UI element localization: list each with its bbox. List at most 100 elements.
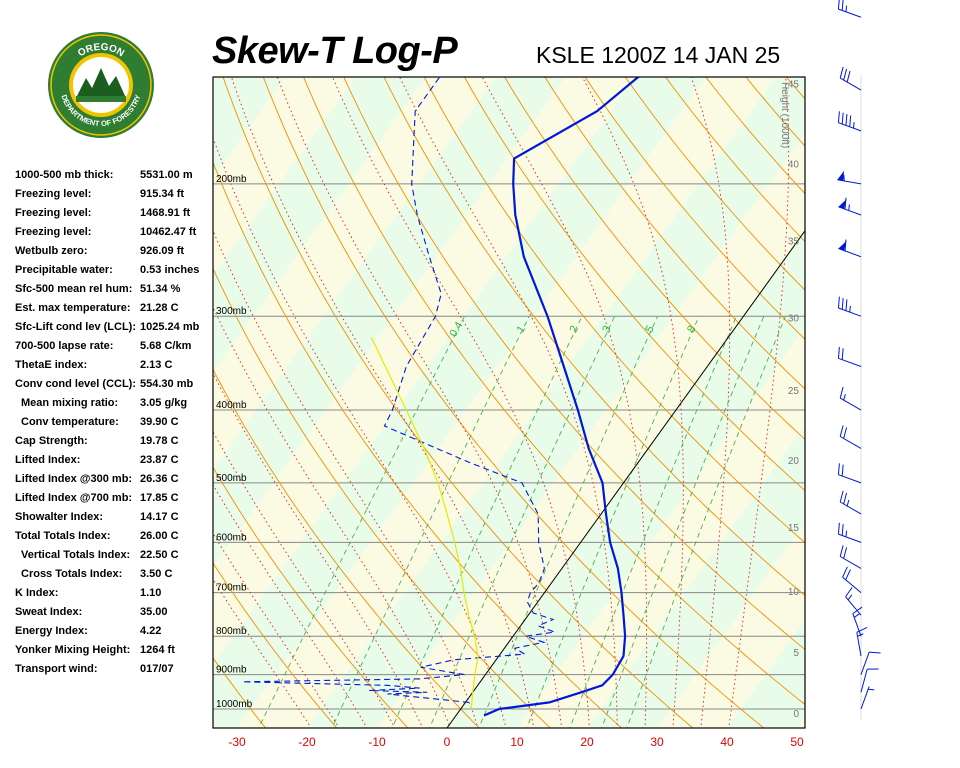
- indices-table: 1000-500 mb thick: 5531.00 m Freezing leve…: [15, 169, 215, 682]
- moist-adiabat: [213, 306, 450, 726]
- index-value: 35.00: [140, 606, 168, 618]
- wind-barb: [860, 686, 875, 710]
- index-label: Freezing level:: [15, 207, 92, 219]
- pressure-label: 200mb: [216, 174, 247, 185]
- index-row: Vertical Totals Index: 22.50 C: [15, 549, 215, 568]
- isotherm-band: [213, 77, 286, 179]
- index-label: Sweat Index:: [15, 606, 83, 618]
- plot-frame: [212, 76, 806, 729]
- index-label: 1000-500 mb thick:: [15, 169, 114, 181]
- dry-adiabat: [544, 77, 805, 390]
- index-value: 21.28 C: [140, 302, 179, 314]
- station-time: KSLE 1200Z 14 JAN 25: [536, 42, 781, 68]
- wind-barb: [837, 296, 862, 317]
- index-value: 017/07: [140, 663, 174, 675]
- index-row: 700-500 lapse rate: 5.68 C/km: [15, 340, 215, 359]
- wind-barb: [856, 627, 868, 657]
- index-value: 0.53 inches: [140, 264, 200, 276]
- index-row: Sfc-500 mean rel hum: 51.34 %: [15, 283, 215, 302]
- index-row: Sweat Index: 35.00: [15, 606, 215, 625]
- wind-barb: [860, 668, 879, 693]
- index-label: Freezing level:: [15, 188, 92, 200]
- index-value: 5.68 C/km: [140, 340, 192, 352]
- plot-area: 0.4 1 2 3 5 8200mb300mb400mb500mb600mb700mb80…: [213, 2, 805, 728]
- chart-title: Skew-T Log-P: [212, 30, 458, 72]
- pressure-label: 500mb: [216, 473, 247, 484]
- index-row: Lifted Index @300 mb: 26.36 C: [15, 473, 215, 492]
- index-label: Freezing level:: [15, 226, 92, 238]
- index-row: Cap Strength: 19.78 C: [15, 435, 215, 454]
- isotherm-band: [307, 77, 805, 728]
- temp-tick-label: 40: [720, 735, 734, 749]
- temp-tick-label: 10: [510, 735, 524, 749]
- wind-barb: [838, 239, 862, 258]
- height-tick-label: 20: [788, 456, 800, 467]
- temp-tick-label: 20: [580, 735, 594, 749]
- wind-barb: [837, 111, 862, 132]
- mixing-ratio-label: 1: [515, 324, 528, 335]
- index-label: Wetbulb zero:: [15, 245, 88, 257]
- dry-adiabat: [213, 267, 551, 728]
- index-label: Total Totals Index:: [15, 530, 111, 542]
- dry-adiabat: [303, 77, 805, 706]
- index-value: 1.10: [140, 587, 162, 599]
- index-value: 22.50 C: [140, 549, 179, 561]
- moist-adiabat: [213, 532, 338, 726]
- index-value: 554.30 mb: [140, 378, 194, 390]
- index-value: 51.34 %: [140, 283, 181, 295]
- pressure-label: 300mb: [216, 306, 247, 317]
- index-value: 2.13 C: [140, 359, 173, 371]
- dry-adiabat: [222, 77, 694, 728]
- index-row: Sfc-Lift cond lev (LCL): 1025.24 mb: [15, 321, 215, 340]
- isotherm-band: [727, 619, 805, 728]
- dry-adiabat: [383, 77, 805, 597]
- wind-barb: [842, 566, 862, 594]
- moist-adiabat: [399, 77, 618, 725]
- index-row: Freezing level: 1468.91 ft: [15, 207, 215, 226]
- moist-adiabat: [213, 372, 422, 726]
- index-label: Sfc-500 mean rel hum:: [15, 283, 133, 295]
- temp-tick-label: -10: [368, 735, 386, 749]
- height-tick-label: 50: [788, 2, 800, 13]
- index-value: 23.87 C: [140, 454, 179, 466]
- index-label: Vertical Totals Index:: [21, 549, 131, 561]
- isotherm-band: [657, 522, 805, 728]
- mixing-ratio-line: [391, 316, 583, 728]
- temperature-line: [483, 77, 640, 717]
- index-row: Freezing level: 10462.47 ft: [15, 226, 215, 245]
- wind-barb: [845, 587, 862, 616]
- wind-barb: [839, 386, 862, 411]
- mixing-ratio-label: 2: [568, 324, 581, 335]
- index-label: K Index:: [15, 587, 59, 599]
- isotherm-band: [377, 133, 805, 728]
- index-value: 1264 ft: [140, 644, 175, 656]
- index-label: Cap Strength:: [15, 435, 88, 447]
- mixing-ratio-line: [258, 315, 466, 728]
- height-tick-label: 15: [788, 523, 800, 534]
- height-axis-label: Height (1000ft): [779, 82, 790, 148]
- height-tick-label: 25: [788, 386, 800, 397]
- wind-barb: [837, 346, 862, 367]
- index-value: 17.85 C: [140, 492, 179, 504]
- height-tick-label: 5: [793, 648, 799, 659]
- mixing-ratio-line: [429, 316, 616, 728]
- index-value: 5531.00 m: [140, 169, 193, 181]
- isotherm-band: [213, 77, 706, 728]
- index-value: 39.90 C: [140, 416, 179, 428]
- index-row: Showalter Index: 14.17 C: [15, 511, 215, 530]
- index-value: 1468.91 ft: [140, 207, 191, 219]
- index-row: Est. max temperature: 21.28 C: [15, 302, 215, 321]
- dry-adiabat: [463, 77, 805, 492]
- index-label: ThetaE index:: [15, 359, 88, 371]
- height-tick-label: 10: [788, 587, 800, 598]
- index-value: 3.50 C: [140, 568, 173, 580]
- height-tick-label: 45: [788, 79, 800, 90]
- pressure-label: 400mb: [216, 400, 247, 411]
- dry-adiabat: [213, 466, 409, 728]
- wind-barb: [839, 545, 862, 569]
- wind-barb: [860, 651, 881, 675]
- mixing-ratio-label: 8: [685, 324, 698, 335]
- index-label: Showalter Index:: [15, 511, 104, 523]
- index-row: Conv temperature: 39.90 C: [15, 416, 215, 435]
- mixing-ratio-line: [526, 316, 700, 728]
